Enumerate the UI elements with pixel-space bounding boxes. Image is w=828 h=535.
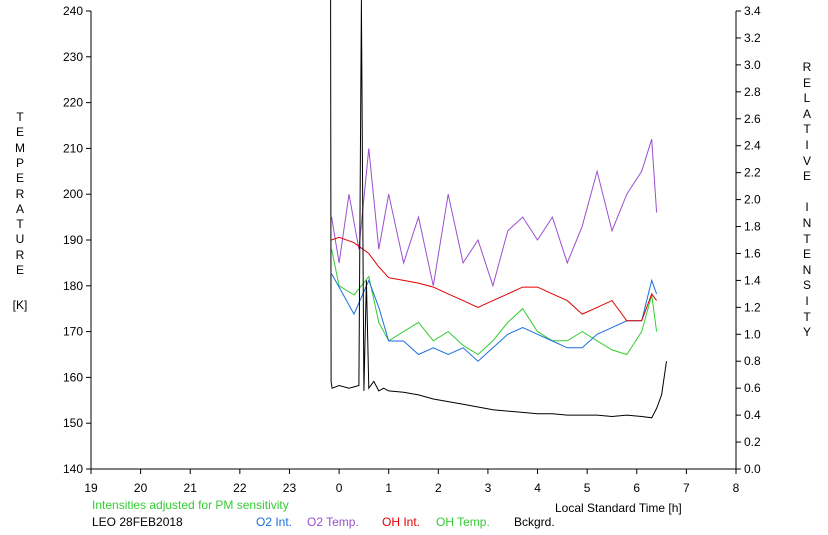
x-tick-label: 23 (283, 481, 297, 495)
y-right-tick-label: 3.4 (744, 4, 761, 18)
y-axis-right-title-letter: V (802, 153, 811, 168)
y-axis-right-title-letter: N (802, 262, 812, 277)
y-axis-right-title-letter: T (803, 231, 811, 246)
y-right-tick-label: 1.6 (744, 246, 761, 260)
x-tick-label: 3 (485, 481, 492, 495)
site-date-label: LEO 28FEB2018 (92, 515, 183, 529)
legend-entry: OH Int. (382, 515, 421, 529)
legend-entry: Bckgrd. (514, 515, 555, 529)
x-axis-title: Local Standard Time [h] (555, 501, 682, 515)
x-tick-label: 19 (84, 481, 98, 495)
y-axis-right-title-letter: I (805, 200, 809, 215)
pm-sensitivity-note: Intensities adjusted for PM sensitivity (92, 498, 289, 512)
y-axis-right-title-letter: A (802, 106, 811, 121)
y-left-tick-label: 190 (63, 233, 83, 247)
y-left-tick-label: 180 (63, 279, 83, 293)
x-tick-label: 22 (233, 481, 247, 495)
tick-labels: 1401501601701801902002102202302400.00.20… (63, 4, 761, 495)
y-axis-left-title-letter: M (15, 140, 25, 155)
x-tick-label: 2 (435, 481, 442, 495)
y-right-tick-label: 2.8 (744, 85, 761, 99)
y-right-tick-label: 1.8 (744, 220, 761, 234)
x-tick-label: 4 (534, 481, 541, 495)
series-line-oh-int (331, 236, 658, 322)
y-axis-left-title-letter: U (15, 232, 25, 247)
y-left-tick-label: 200 (63, 187, 83, 201)
y-right-tick-label: 1.4 (744, 273, 761, 287)
y-axis-left-title-letter: A (15, 201, 24, 216)
y-axis-left-title-letter: T (16, 110, 24, 124)
x-tick-label: 8 (733, 481, 740, 495)
y-left-tick-label: 160 (63, 370, 83, 384)
series-line-oh-temp (331, 249, 658, 356)
legend-entry: OH Temp. (436, 515, 490, 529)
y-axis-left-unit: [K] (12, 298, 28, 312)
x-tick-label: 1 (385, 481, 392, 495)
axes (86, 10, 741, 474)
series-line-o2-temp (331, 139, 658, 288)
y-left-tick-label: 240 (63, 4, 83, 18)
y-right-tick-label: 0.6 (744, 381, 761, 395)
y-axis-left-title-letter: E (15, 171, 24, 186)
y-left-tick-label: 210 (63, 141, 83, 155)
x-tick-label: 7 (683, 481, 690, 495)
series-line-o2-int (331, 273, 658, 362)
y-axis-right-title-letter: E (802, 75, 811, 90)
y-right-tick-label: 2.6 (744, 112, 761, 126)
x-tick-label: 21 (184, 481, 198, 495)
y-axis-left-title-letter: P (15, 155, 24, 170)
y-left-tick-label: 220 (63, 96, 83, 110)
x-tick-label: 20 (134, 481, 148, 495)
y-right-tick-label: 0.2 (744, 435, 761, 449)
y-left-tick-label: 140 (63, 462, 83, 476)
x-tick-label: 0 (336, 481, 343, 495)
y-right-tick-label: 0.4 (744, 408, 761, 422)
y-right-tick-label: 0.0 (744, 462, 761, 476)
y-axis-left-title-letter: R (15, 247, 25, 262)
y-axis-right-title-letter: E (802, 247, 811, 262)
y-axis-right-title-letter: S (802, 278, 811, 293)
y-left-tick-label: 230 (63, 50, 83, 64)
y-axis-right-title-letter: E (802, 169, 811, 184)
y-axis-right-title-letter: R (802, 60, 812, 74)
y-right-tick-label: 3.2 (744, 31, 761, 45)
legend-entry: O2 Temp. (307, 515, 359, 529)
series-lines (330, 0, 667, 419)
y-left-tick-label: 170 (63, 325, 83, 339)
y-right-tick-label: 1.0 (744, 327, 761, 341)
y-axis-left-title-letter: T (16, 217, 24, 232)
y-axis-right-title-letter: N (802, 216, 812, 230)
y-axis-right-title-letter: T (803, 122, 811, 137)
y-right-tick-label: 0.8 (744, 354, 761, 368)
y-right-tick-label: 2.0 (744, 193, 761, 207)
y-right-tick-label: 2.4 (744, 139, 761, 153)
y-right-tick-label: 2.2 (744, 166, 761, 180)
legend-entry: O2 Int. (256, 515, 293, 529)
y-axis-left-title-letter: R (15, 186, 25, 201)
y-axis-right-title-letter: L (803, 91, 811, 106)
y-axis-right-title-letter: Y (802, 325, 811, 340)
y-axis-right-title-letter: T (803, 309, 811, 324)
y-left-tick-label: 150 (63, 416, 83, 430)
y-right-tick-label: 1.2 (744, 300, 761, 314)
x-tick-label: 5 (584, 481, 591, 495)
y-axis-right-title-letter: I (805, 138, 809, 152)
y-axis-left-title-letter: E (15, 263, 24, 277)
series-line-bckgrd (330, 0, 667, 419)
y-right-tick-label: 3.0 (744, 58, 761, 72)
x-tick-label: 6 (633, 481, 640, 495)
y-axis-left-title-letter: E (15, 125, 24, 140)
y-axis-right-title-letter: I (805, 294, 809, 308)
